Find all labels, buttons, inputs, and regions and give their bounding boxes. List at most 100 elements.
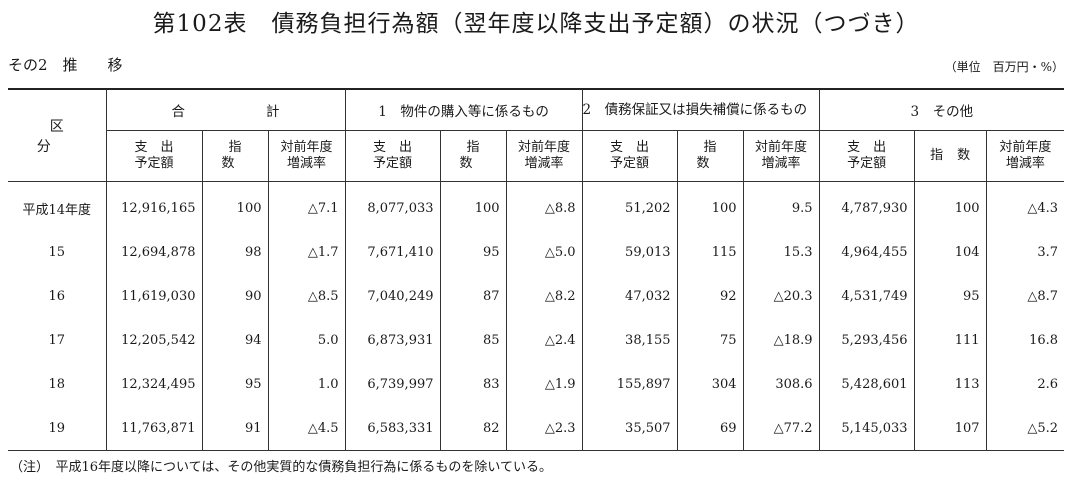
group-header-total: 合 計 (105, 88, 346, 131)
amount-cell: 8,077,033 (344, 181, 441, 230)
amount-cell: 47,032 (581, 274, 678, 318)
index-cell: 95 (439, 230, 507, 274)
rate-cell: △18.9 (742, 318, 820, 362)
amount-cell: 5,428,601 (818, 362, 915, 406)
rate-cell: 308.6 (742, 362, 820, 406)
index-cell: 87 (439, 274, 507, 318)
group-header-other: 3 その他 (818, 88, 1065, 131)
footnote: （注） 平成16年度以降については、その他実質的な債務負担行為に係るものを除いて… (10, 460, 553, 475)
index-cell: 115 (676, 230, 744, 274)
table-row: 平成14年度 12,916,165 100 △7.1 8,077,033 100 △8.8 5… (8, 181, 1065, 230)
index-cell: 83 (439, 362, 507, 406)
rate-cell: △20.3 (742, 274, 820, 318)
rate-cell: △8.8 (505, 181, 583, 230)
col-rate-header: 対前年度 増減率 (267, 130, 346, 182)
rate-cell: △8.5 (267, 274, 346, 318)
col-index-header: 指数 (201, 130, 269, 182)
amount-cell: 4,964,455 (818, 230, 915, 274)
amount-cell: 4,531,749 (818, 274, 915, 318)
amount-cell: 35,507 (581, 406, 678, 451)
index-cell: 100 (676, 181, 744, 230)
col-amount-header: 支 出予定額 (581, 130, 678, 182)
rate-cell: △2.4 (505, 318, 583, 362)
rate-cell: △7.1 (267, 181, 346, 230)
col-rate-header: 対前年度 増減率 (742, 130, 820, 182)
index-cell: 90 (201, 274, 269, 318)
table-row: 16 11,619,030 90 △8.5 7,040,249 87 △8.2 47,032 9… (8, 274, 1065, 318)
rate-cell: △5.0 (505, 230, 583, 274)
index-cell: 92 (676, 274, 744, 318)
group-header-guarantee: 2 債務保証又は損失補償に係るもの (581, 88, 820, 131)
index-cell: 100 (201, 181, 269, 230)
table-row: 17 12,205,542 94 5.0 6,873,931 85 △2.4 38,155 75… (8, 318, 1065, 362)
index-cell: 104 (913, 230, 987, 274)
table-body: 平成14年度 12,916,165 100 △7.1 8,077,033 100 △8.8 5… (8, 181, 1065, 451)
row-year: 16 (8, 274, 107, 318)
index-cell: 111 (913, 318, 987, 362)
index-cell: 113 (913, 362, 987, 406)
amount-cell: 5,145,033 (818, 406, 915, 451)
amount-cell: 12,324,495 (105, 362, 203, 406)
amount-cell: 6,739,997 (344, 362, 441, 406)
kubun-header: 区分 (8, 88, 107, 182)
index-cell: 69 (676, 406, 744, 451)
rate-cell: △4.3 (985, 181, 1065, 230)
group-header-purchase: 1 物件の購入等に係るもの (344, 88, 583, 131)
rate-cell: △1.9 (505, 362, 583, 406)
amount-cell: 59,013 (581, 230, 678, 274)
amount-cell: 12,694,878 (105, 230, 203, 274)
rate-cell: 5.0 (267, 318, 346, 362)
amount-cell: 38,155 (581, 318, 678, 362)
amount-cell: 12,205,542 (105, 318, 203, 362)
rate-cell: 9.5 (742, 181, 820, 230)
col-index-header: 指数 (439, 130, 507, 182)
col-rate-header: 対前年度 増減率 (505, 130, 583, 182)
amount-cell: 11,619,030 (105, 274, 203, 318)
rate-cell: △1.7 (267, 230, 346, 274)
col-index-header: 指数 (913, 130, 987, 182)
index-cell: 95 (913, 274, 987, 318)
rate-cell: △8.2 (505, 274, 583, 318)
row-year: 平成14年度 (8, 181, 107, 230)
col-index-header: 指数 (676, 130, 744, 182)
page-title: 第102表 債務負担行為額（翌年度以降支出予定額）の状況（つづき） (152, 11, 920, 37)
amount-cell: 7,040,249 (344, 274, 441, 318)
col-amount-header: 支 出予定額 (344, 130, 441, 182)
rate-cell: 3.7 (985, 230, 1065, 274)
index-cell: 85 (439, 318, 507, 362)
amount-cell: 7,671,410 (344, 230, 441, 274)
amount-cell: 51,202 (581, 181, 678, 230)
rate-cell: 1.0 (267, 362, 346, 406)
table-row: 18 12,324,495 95 1.0 6,739,997 83 △1.9 155,897 3… (8, 362, 1065, 406)
row-year: 19 (8, 406, 107, 451)
index-cell: 304 (676, 362, 744, 406)
rate-cell: △4.5 (267, 406, 346, 451)
index-cell: 98 (201, 230, 269, 274)
index-cell: 91 (201, 406, 269, 451)
rate-cell: 2.6 (985, 362, 1065, 406)
amount-cell: 5,293,456 (818, 318, 915, 362)
rate-cell: 15.3 (742, 230, 820, 274)
amount-cell: 11,763,871 (105, 406, 203, 451)
index-cell: 75 (676, 318, 744, 362)
amount-cell: 12,916,165 (105, 181, 203, 230)
col-amount-header: 支 出予定額 (105, 130, 203, 182)
table-row: 15 12,694,878 98 △1.7 7,671,410 95 △5.0 59,013 1… (8, 230, 1065, 274)
index-cell: 95 (201, 362, 269, 406)
row-year: 15 (8, 230, 107, 274)
rate-cell: △2.3 (505, 406, 583, 451)
index-cell: 107 (913, 406, 987, 451)
section-subtitle: その2 推 移 (8, 56, 123, 74)
data-table: 区分 合 計 1 物件の購入等に係るもの 2 債務保証又は損失補償に係るもの 3… (8, 88, 1065, 451)
col-rate-header: 対前年度 増減率 (985, 130, 1065, 182)
amount-cell: 6,873,931 (344, 318, 441, 362)
row-year: 18 (8, 362, 107, 406)
rate-cell: △8.7 (985, 274, 1065, 318)
index-cell: 100 (439, 181, 507, 230)
rate-cell: △5.2 (985, 406, 1065, 451)
amount-cell: 4,787,930 (818, 181, 915, 230)
index-cell: 82 (439, 406, 507, 451)
amount-cell: 6,583,331 (344, 406, 441, 451)
unit-label: （単位 百万円・%） (944, 60, 1064, 74)
rate-cell: △77.2 (742, 406, 820, 451)
